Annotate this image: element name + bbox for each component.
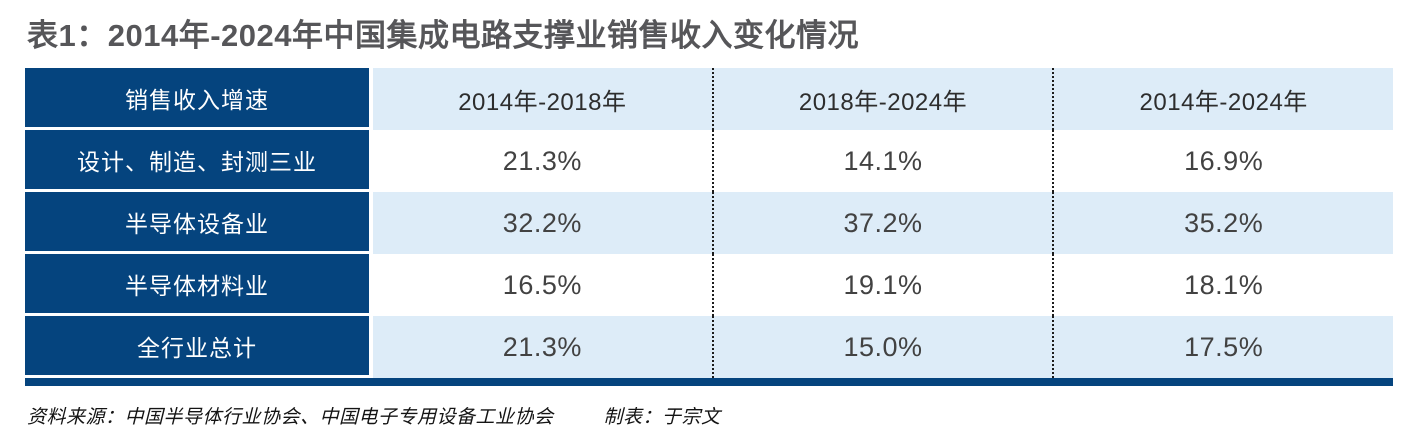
value-cell: 21.3% xyxy=(373,130,712,192)
value-cell: 15.0% xyxy=(711,316,1053,378)
footer-source: 资料来源：中国半导体行业协会、中国电子专用设备工业协会 xyxy=(27,407,554,428)
header-col-2014-2018: 2014年-2018年 xyxy=(373,68,712,130)
table-row: 半导体设备业 32.2% 37.2% 35.2% xyxy=(25,192,1394,254)
value-cell: 19.1% xyxy=(711,254,1053,316)
value-cell: 35.2% xyxy=(1052,192,1394,254)
value-cell: 16.5% xyxy=(373,254,712,316)
data-table: 销售收入增速 2014年-2018年 2018年-2024年 2014年-202… xyxy=(25,68,1394,386)
row-label-cell: 半导体材料业 xyxy=(25,254,369,316)
value-cell: 18.1% xyxy=(1052,254,1394,316)
column-gap xyxy=(369,130,373,192)
column-gap xyxy=(369,68,373,130)
table-row: 设计、制造、封测三业 21.3% 14.1% 16.9% xyxy=(25,130,1394,192)
column-gap xyxy=(369,254,373,316)
value-cell: 32.2% xyxy=(373,192,712,254)
footer-credit: 制表：于宗文 xyxy=(603,407,721,428)
value-cell: 17.5% xyxy=(1052,316,1394,378)
row-label-cell: 半导体设备业 xyxy=(25,192,369,254)
column-gap xyxy=(369,192,373,254)
value-cell: 16.9% xyxy=(1052,130,1394,192)
table-row: 半导体材料业 16.5% 19.1% 18.1% xyxy=(25,254,1394,316)
header-row: 销售收入增速 2014年-2018年 2018年-2024年 2014年-202… xyxy=(25,68,1394,130)
table-bottom-accent-bar xyxy=(25,378,1393,386)
row-label-cell: 设计、制造、封测三业 xyxy=(25,130,369,192)
value-cell: 21.3% xyxy=(373,316,712,378)
row-label-cell: 全行业总计 xyxy=(25,316,369,378)
table-footer: 资料来源：中国半导体行业协会、中国电子专用设备工业协会 制表：于宗文 xyxy=(27,402,721,429)
header-label-cell: 销售收入增速 xyxy=(25,68,369,130)
column-gap xyxy=(369,316,373,378)
header-col-2018-2024: 2018年-2024年 xyxy=(711,68,1053,130)
value-cell: 37.2% xyxy=(711,192,1053,254)
value-cell: 14.1% xyxy=(711,130,1053,192)
header-col-2014-2024: 2014年-2024年 xyxy=(1052,68,1394,130)
page-title: 表1：2014年-2024年中国集成电路支撑业销售收入变化情况 xyxy=(27,18,859,53)
table-row: 全行业总计 21.3% 15.0% 17.5% xyxy=(25,316,1394,378)
